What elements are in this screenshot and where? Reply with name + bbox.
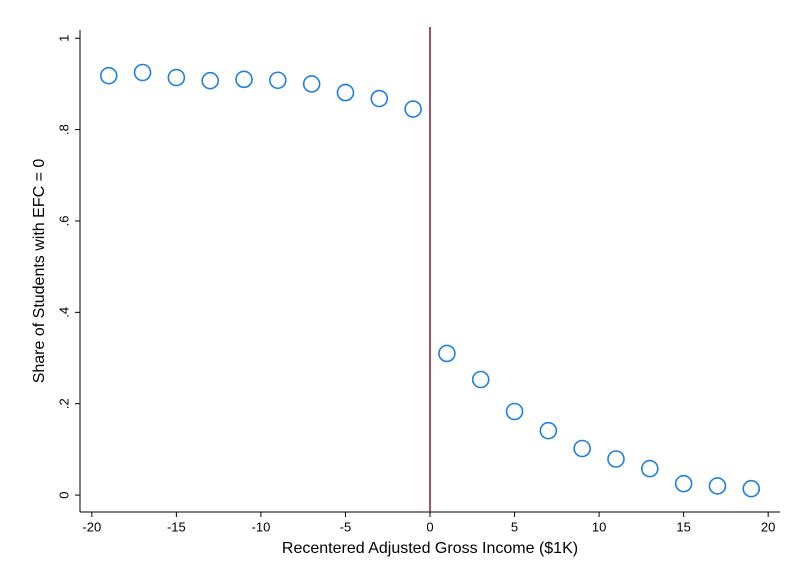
point [133, 63, 152, 82]
point [269, 71, 287, 90]
y-tick-label: 1 [56, 35, 71, 42]
x-tick-label: 0 [426, 519, 433, 534]
point [336, 83, 355, 102]
x-tick-label: 20 [761, 519, 775, 534]
x-tick-label: 10 [592, 519, 606, 534]
point [641, 459, 659, 478]
point [573, 439, 591, 458]
point [742, 479, 761, 498]
y-tick-label: .2 [56, 398, 71, 409]
y-axis-title: Share of Students with EFC = 0 [31, 159, 48, 384]
x-axis-title: Recentered Adjusted Gross Income ($1K) [282, 540, 578, 557]
point [674, 474, 693, 493]
point [167, 68, 186, 87]
point [201, 71, 219, 90]
x-tick-label: 5 [511, 519, 518, 534]
point [471, 370, 490, 389]
point [539, 421, 558, 440]
point [235, 70, 253, 89]
point [370, 89, 389, 108]
y-tick-label: .6 [56, 216, 71, 227]
y-tick-label: .8 [56, 124, 71, 135]
point [505, 402, 524, 421]
x-tick-label: -20 [82, 519, 101, 534]
y-tick-label: .4 [56, 307, 71, 318]
x-tick-label: -5 [340, 519, 352, 534]
point [99, 66, 118, 85]
point [404, 100, 422, 118]
point [438, 344, 456, 363]
x-tick-label: -15 [167, 519, 186, 534]
y-tick-label: 0 [56, 491, 71, 498]
point [607, 450, 625, 468]
x-tick-label: 15 [676, 519, 690, 534]
point [708, 477, 727, 495]
x-tick-label: -10 [252, 519, 271, 534]
point [302, 75, 321, 93]
